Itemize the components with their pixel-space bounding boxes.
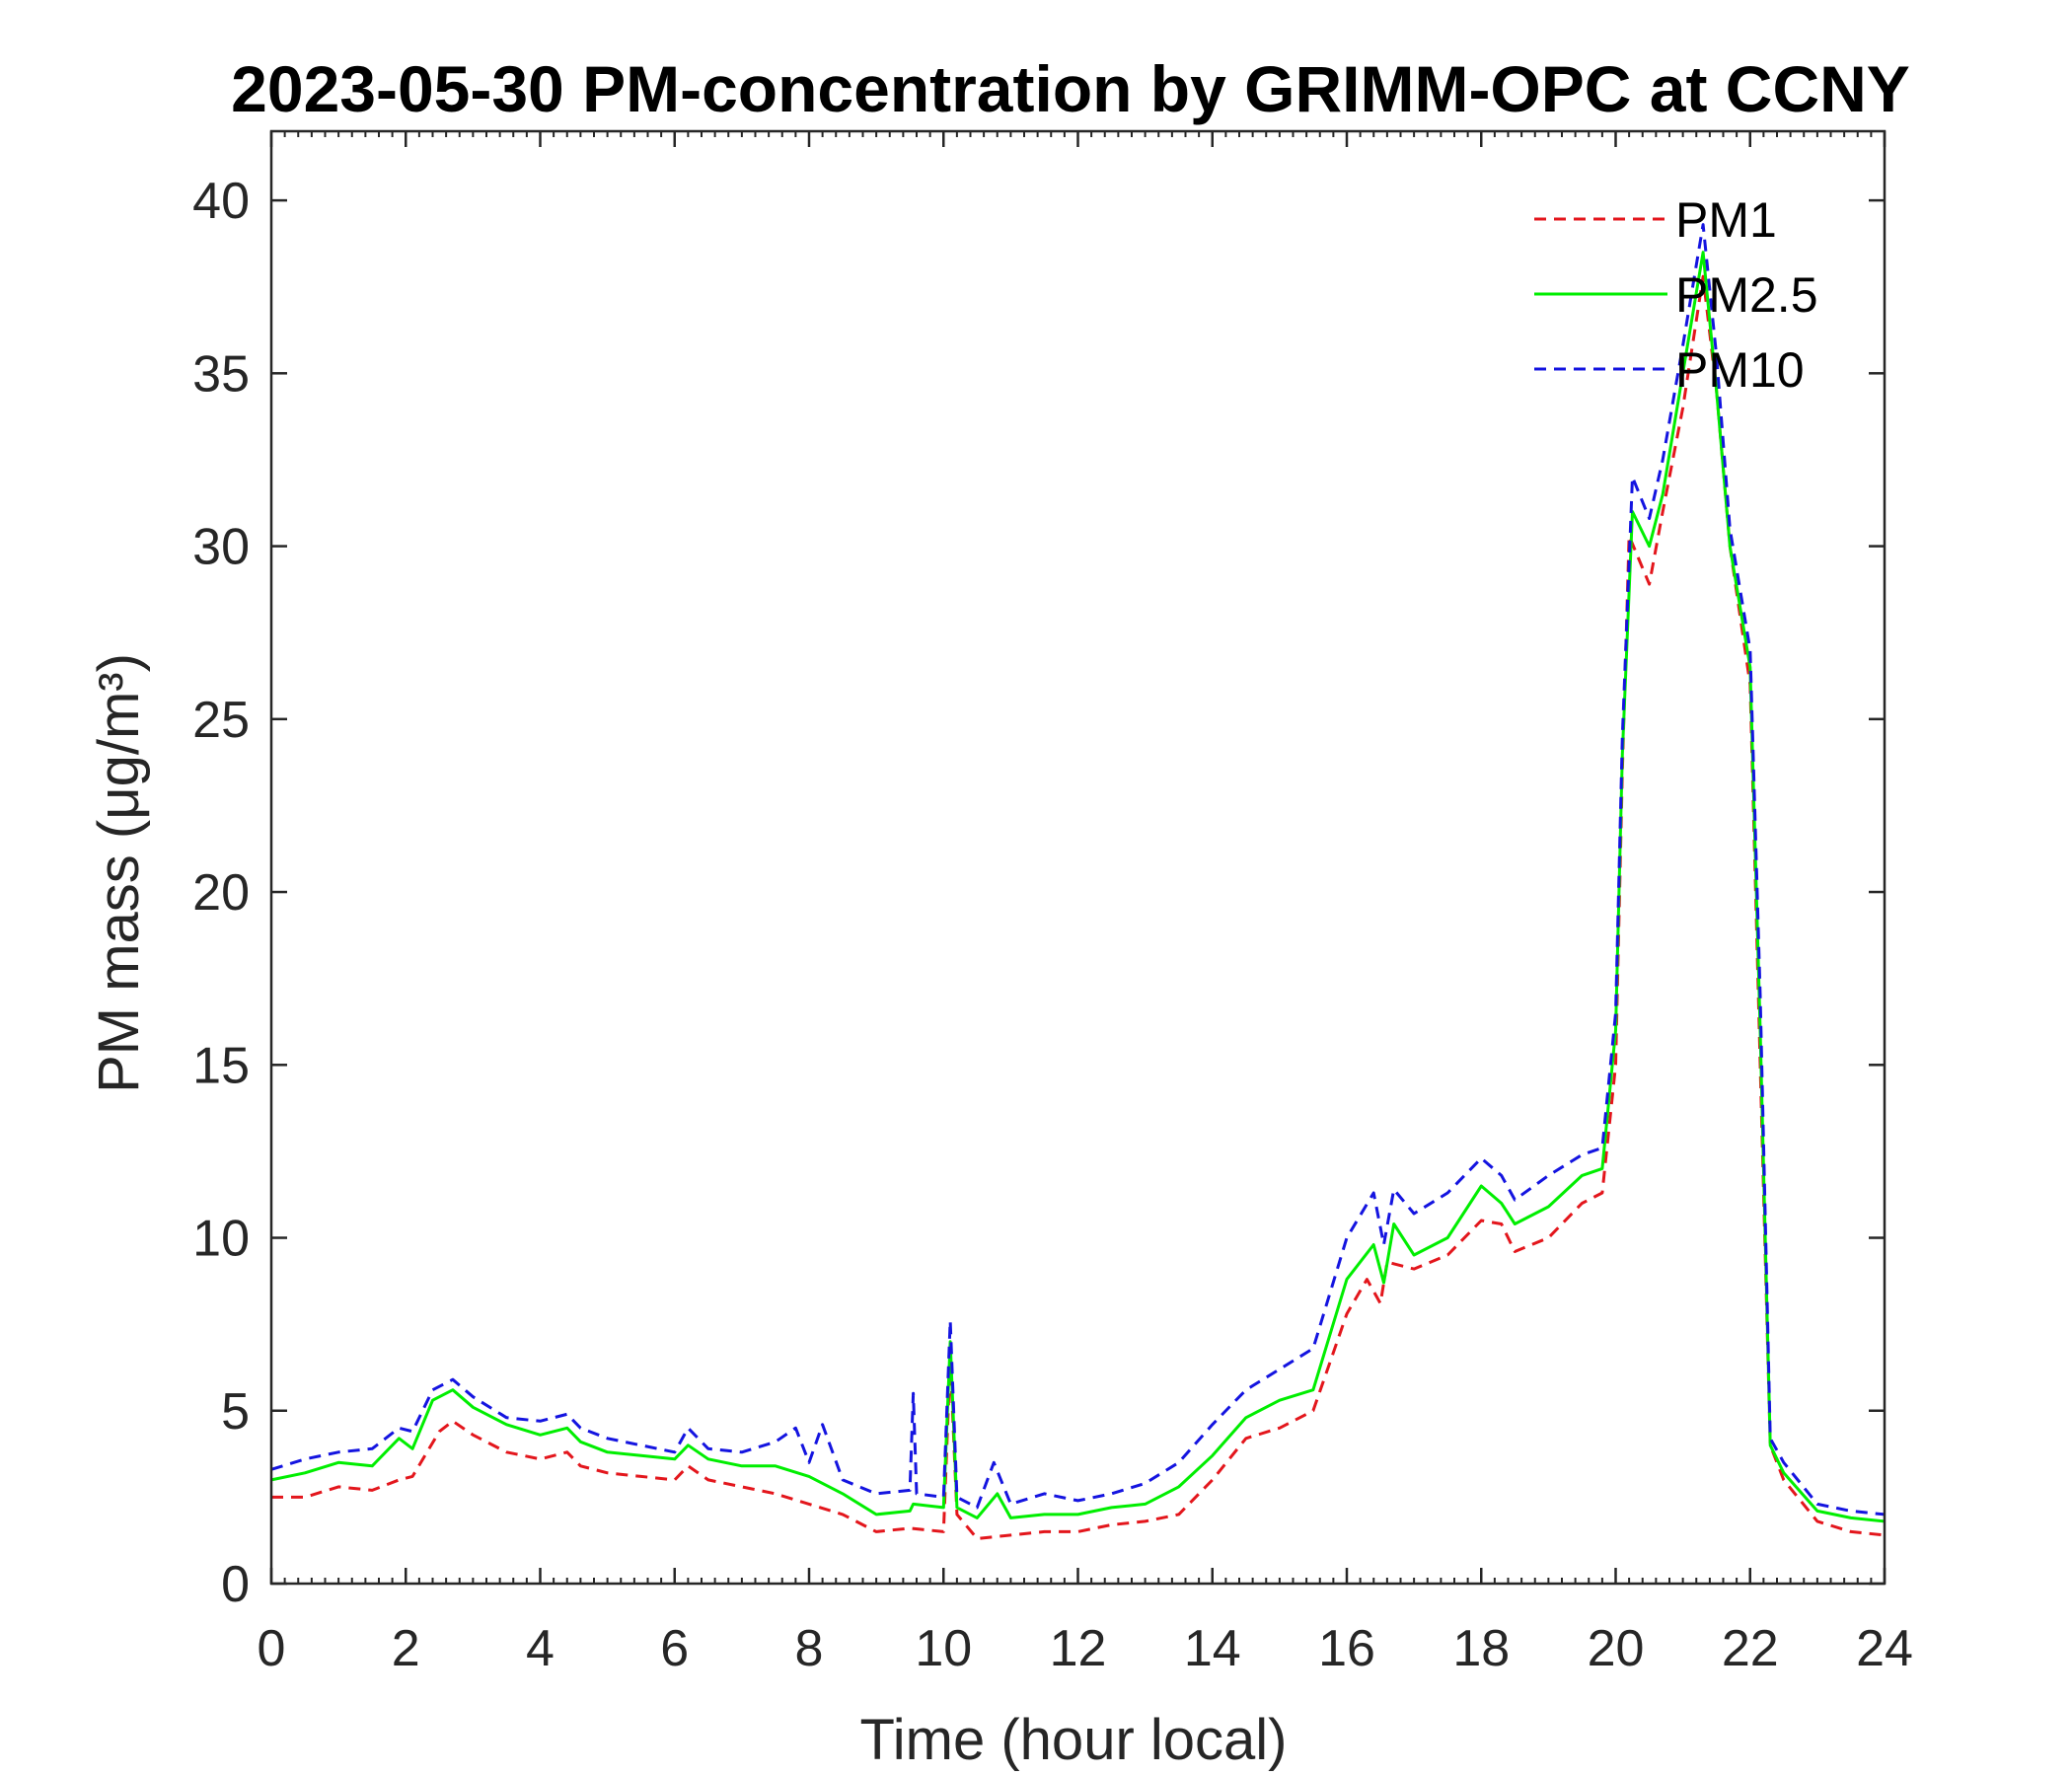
x-tick-label: 16 (1318, 1620, 1375, 1677)
y-tick-label: 5 (221, 1383, 250, 1441)
x-tick-label: 14 (1184, 1620, 1241, 1677)
series-line-pm1 (271, 274, 1886, 1540)
x-tick-label: 10 (915, 1620, 972, 1677)
y-tick-label: 25 (192, 692, 250, 749)
legend-label: PM10 (1675, 342, 1805, 398)
y-axis-label: PM mass (μg/m³) (87, 653, 151, 1093)
x-tick-label: 8 (795, 1620, 824, 1677)
y-tick-label: 10 (192, 1211, 250, 1268)
x-axis-label: Time (hour local) (860, 1708, 1288, 1772)
y-tick-label: 20 (192, 864, 250, 922)
x-tick-label: 20 (1588, 1620, 1645, 1677)
x-tick-label: 18 (1452, 1620, 1510, 1677)
y-tick-label: 35 (192, 345, 250, 403)
legend: PM1 PM2.5 PM10 (1534, 192, 1818, 398)
x-tick-label: 24 (1856, 1620, 1913, 1677)
x-tick-label: 22 (1722, 1620, 1779, 1677)
x-tick-label: 4 (526, 1620, 555, 1677)
x-tick-label: 12 (1050, 1620, 1107, 1677)
series-line-pm25 (270, 251, 1886, 1523)
x-tick-label: 2 (392, 1620, 420, 1677)
y-tick-label: 15 (192, 1037, 250, 1094)
y-tick-label: 30 (192, 519, 250, 576)
legend-label: PM1 (1675, 192, 1777, 248)
legend-label: PM2.5 (1675, 267, 1818, 323)
x-tick-label: 6 (660, 1620, 689, 1677)
y-tick-label: 40 (192, 173, 250, 230)
x-tick-label: 0 (258, 1620, 286, 1677)
series-line-pm10 (270, 223, 1886, 1517)
y-tick-label: 0 (221, 1556, 250, 1613)
chart-title: 2023-05-30 PM-concentration by GRIMM-OPC… (231, 52, 1910, 125)
